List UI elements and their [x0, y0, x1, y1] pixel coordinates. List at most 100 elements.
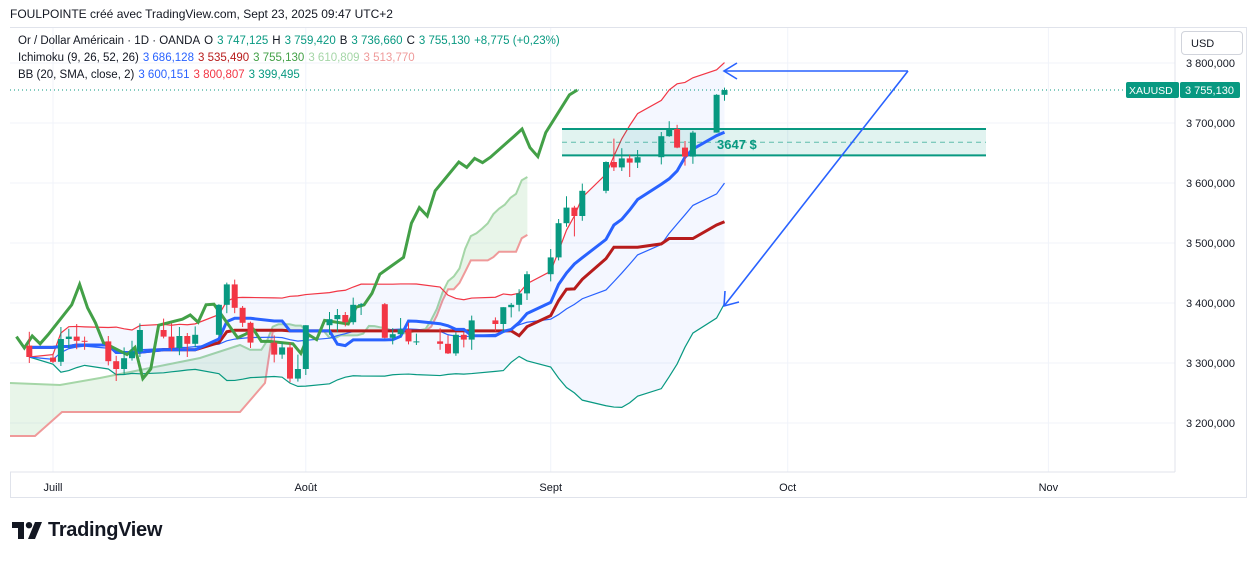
arrow-head-down [723, 290, 740, 308]
candle-body [610, 162, 617, 168]
time-axis-tick: Août [294, 482, 317, 494]
candle-body [634, 157, 641, 163]
legend-close: 3 755,130 [418, 35, 471, 47]
legend-change: +8,775 (+0,23%) [474, 35, 560, 47]
tradingview-logo-text: TradingView [48, 519, 163, 541]
candle-body [563, 207, 570, 224]
candle-body [342, 315, 349, 323]
candle-body [294, 369, 301, 379]
candle-body [302, 325, 309, 369]
legend-bb-row[interactable]: BB (20, SMA, close, 2) 3 600,151 3 800,807… [18, 69, 304, 81]
candle-body [160, 330, 167, 337]
candle-body [129, 351, 135, 359]
candle-body [334, 315, 341, 320]
time-axis-tick: Oct [779, 482, 796, 494]
candle-body [215, 304, 222, 335]
price-axis-tick: 3 200,000 [1186, 418, 1235, 430]
tradingview-logo-icon [12, 522, 42, 539]
currency-button[interactable]: USD [1181, 31, 1243, 55]
candle-body [547, 257, 554, 275]
price-axis-tick: 3 700,000 [1186, 118, 1235, 130]
candle-body [460, 334, 467, 340]
price-tag-symbol-bg [1126, 82, 1179, 98]
candle-body [674, 129, 681, 148]
candle-body [721, 90, 728, 95]
candle-body [445, 343, 451, 354]
legend-bb-name: BB (20, SMA, close, 2) [18, 69, 135, 81]
price-axis-tick: 3 300,000 [1186, 358, 1235, 370]
legend-chikou-value: 3 755,130 [253, 52, 305, 64]
legend-kijun-value: 3 535,490 [197, 52, 250, 64]
ichimoku-span-a [9, 176, 528, 387]
price-axis-tick: 3 600,000 [1186, 178, 1235, 190]
price-tag-symbol: XAUUSD [1129, 85, 1173, 97]
candle-body [713, 94, 720, 133]
candle-body [358, 304, 365, 306]
time-axis-tick: Sept [539, 482, 562, 494]
candle-body [168, 336, 175, 348]
legend-ichimoku-name: Ichimoku (9, 26, 52, 26) [18, 52, 139, 64]
legend-h-label: H [272, 35, 281, 47]
price-tag-value: 3 755,130 [1185, 85, 1234, 97]
candle-body [287, 347, 293, 379]
time-axis-tick: Juill [44, 482, 63, 494]
legend-tenkan-value: 3 686,128 [142, 52, 194, 64]
legend-o-label: O [204, 35, 214, 47]
legend-low: 3 736,660 [351, 35, 403, 47]
chart-header-title: FOULPOINTE créé avec TradingView.com, Se… [10, 7, 393, 21]
candle-body [516, 293, 523, 305]
legend-ichimoku-row[interactable]: Ichimoku (9, 26, 52, 26) 3 686,128 3 535,4… [18, 52, 419, 64]
candle-body [500, 307, 507, 324]
arrow-head-left [722, 62, 738, 80]
candle-body [413, 341, 420, 343]
candle-body [105, 341, 112, 362]
tradingview-logo[interactable]: TradingView [12, 519, 162, 542]
price-axis-tick: 3 400,000 [1186, 298, 1235, 310]
candle-body [81, 340, 88, 342]
legend-span-b-value: 3 513,770 [363, 52, 415, 64]
legend-high: 3 759,420 [284, 35, 336, 47]
candle-body [326, 319, 333, 326]
price-axis-tick: 3 800,000 [1186, 58, 1235, 70]
ichimoku-cloud [10, 177, 528, 436]
candle-body [397, 329, 404, 335]
candle-body [176, 336, 183, 348]
candle-body [121, 358, 128, 369]
legend-c-label: C [406, 35, 415, 47]
candle-body [571, 207, 578, 216]
candle-body [658, 136, 665, 158]
arrow-line-diagonal [723, 70, 909, 307]
candle-body [184, 336, 191, 344]
candle-body [618, 158, 625, 168]
candle-body [555, 223, 562, 258]
legend-b-label: B [339, 35, 348, 47]
ichimoku-tenkan-line [29, 130, 726, 354]
candle-body [437, 341, 444, 344]
candle-body [239, 307, 246, 323]
candle-body [57, 339, 64, 362]
candle-body [524, 274, 530, 294]
candle-body [73, 336, 80, 341]
candle-body [689, 132, 696, 157]
candle-body [452, 334, 459, 354]
candle-body [508, 304, 515, 308]
candle-body [271, 342, 278, 355]
price-tag-value-bg [1180, 82, 1240, 98]
candles [26, 87, 728, 383]
candle-body [468, 320, 475, 340]
time-axis-tick: Nov [1039, 482, 1059, 494]
candle-body [279, 347, 286, 355]
candle-body [666, 129, 673, 137]
legend-symbol-row[interactable]: Or / Dollar Américain · 1D · OANDA O 3 747… [18, 35, 564, 47]
candle-body [626, 158, 633, 163]
legend-bb-basis-value: 3 600,151 [138, 69, 190, 81]
legend-open: 3 747,125 [217, 35, 269, 47]
legend-symbol: Or / Dollar Américain · 1D · OANDA [18, 35, 201, 47]
candle-body [603, 162, 609, 191]
candle-body [26, 345, 33, 357]
candle-body [579, 190, 586, 216]
candle-body [192, 334, 199, 344]
price-tag: XAUUSD 3 755,130 [1126, 82, 1240, 98]
candle-body [682, 147, 688, 157]
